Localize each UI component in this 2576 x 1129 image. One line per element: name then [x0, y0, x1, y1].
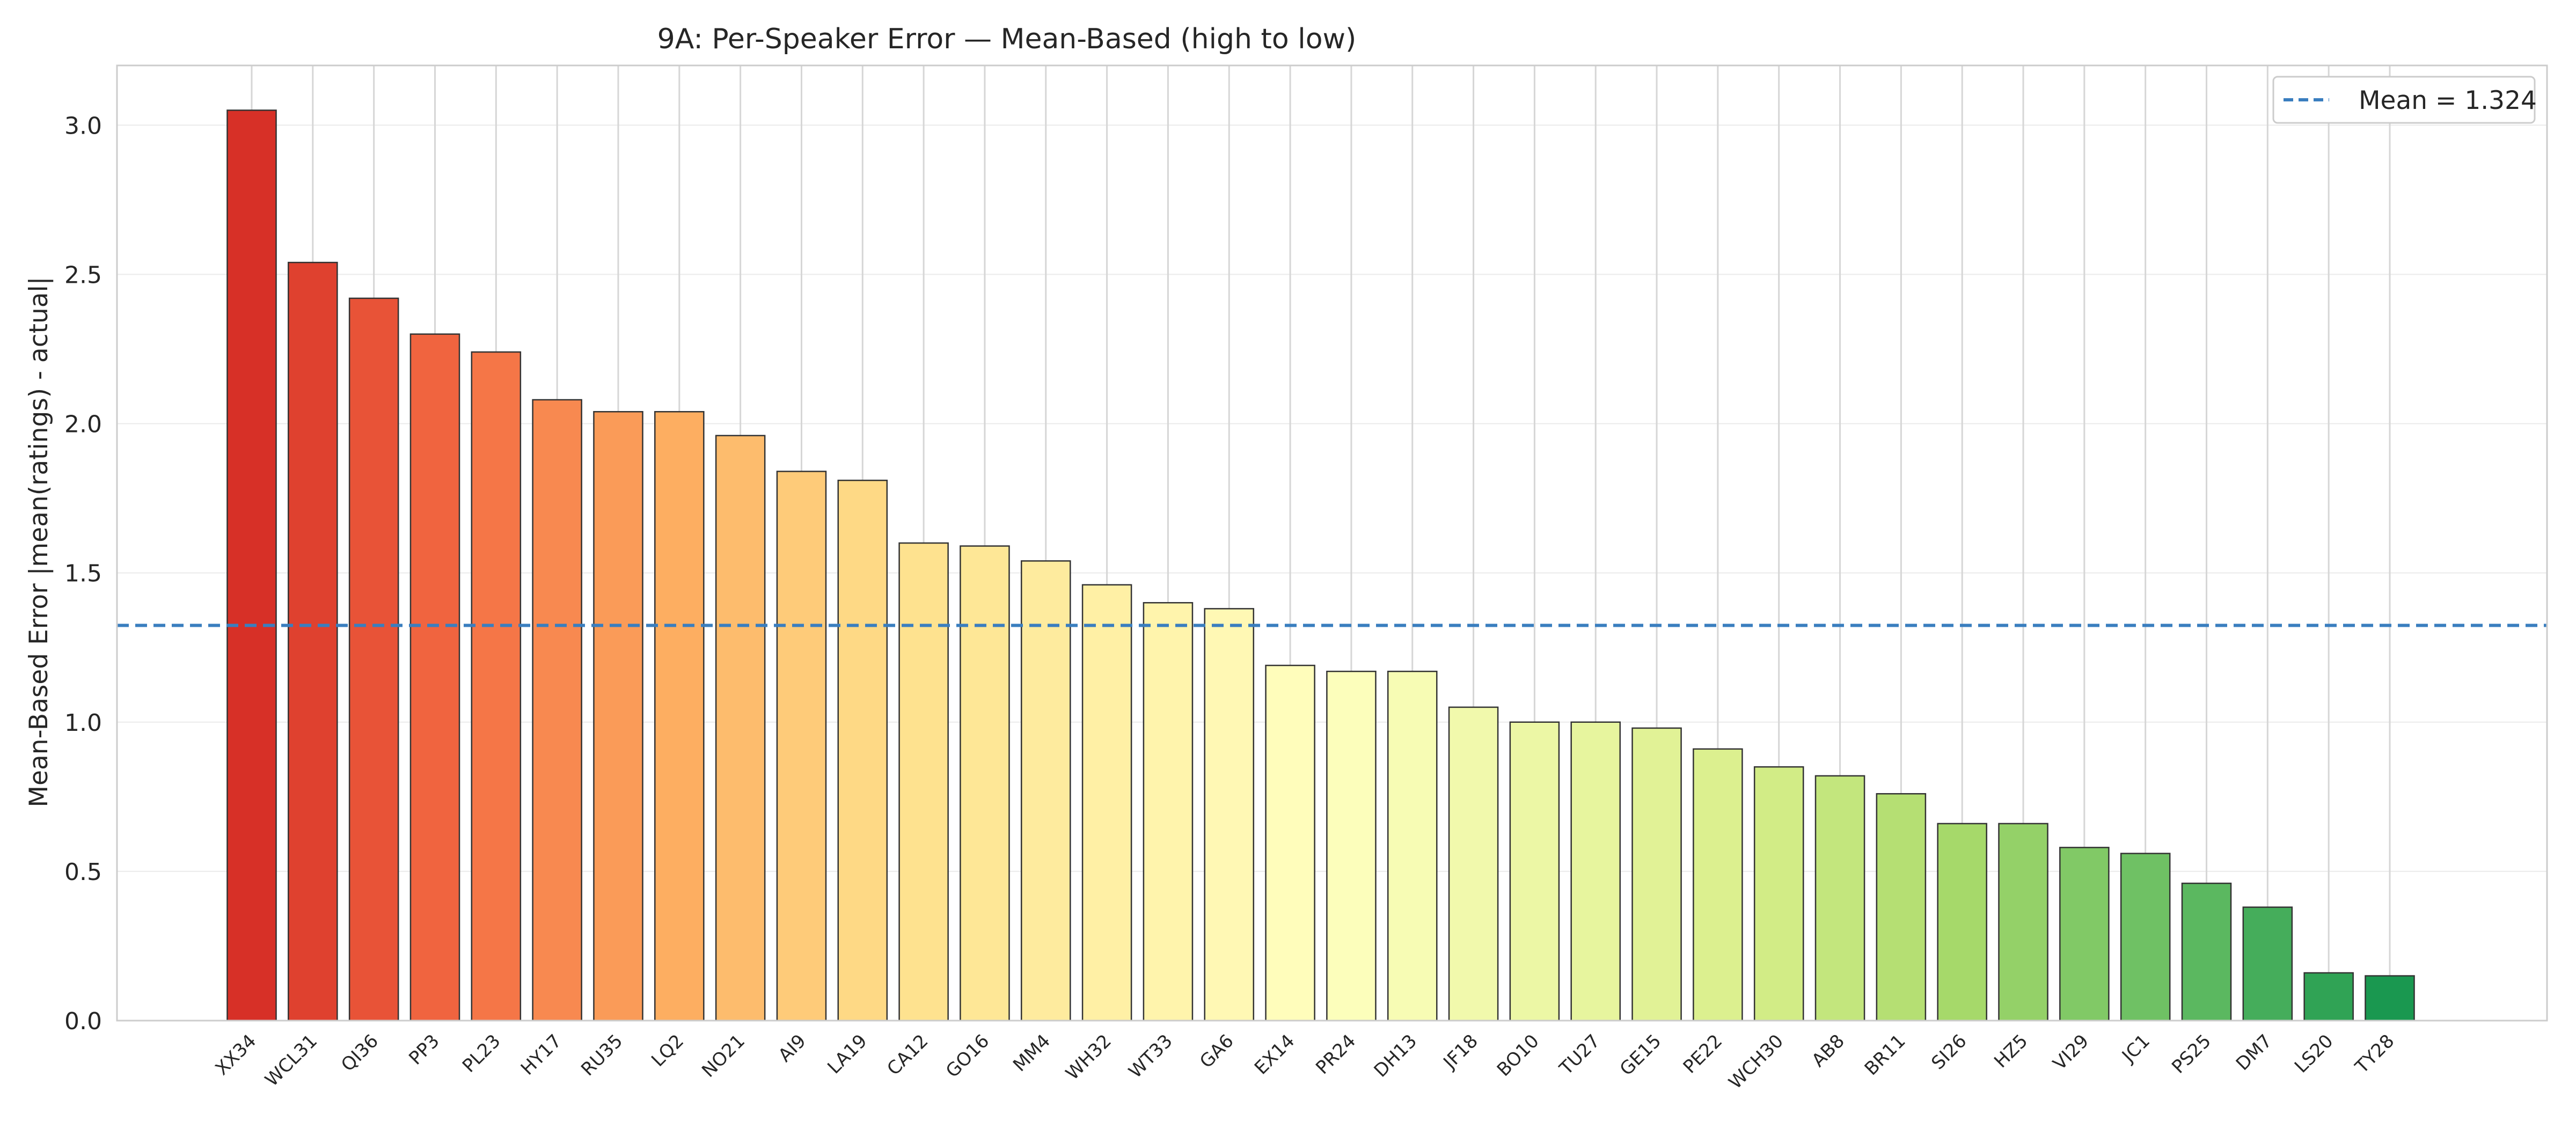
- bar: [2059, 847, 2110, 1022]
- bar: [1937, 823, 1987, 1022]
- y-tick-label: 1.5: [64, 560, 102, 588]
- chart-title: 9A: Per-Speaker Error — Mean-Based (high…: [657, 23, 1357, 55]
- bar: [1998, 823, 2048, 1022]
- bar: [1753, 766, 1804, 1022]
- legend-mean-label: Mean = 1.324: [2359, 86, 2537, 115]
- bar: [1387, 670, 1438, 1022]
- y-axis-ticks: 0.0 0.5 1.0 1.5 2.0 2.5 3.0: [64, 112, 102, 1035]
- bar: [1693, 748, 1743, 1022]
- bar: [1143, 602, 1194, 1022]
- legend-box: [2272, 76, 2536, 124]
- bar: [1509, 721, 1560, 1022]
- bar: [715, 435, 766, 1022]
- bars: [226, 109, 2415, 1022]
- y-tick-label: 0.0: [64, 1008, 102, 1035]
- bar: [1204, 608, 1255, 1022]
- bar: [654, 411, 705, 1022]
- y-axis-label: Mean-Based Error |mean(ratings) - actual…: [24, 277, 54, 808]
- bar: [776, 471, 827, 1022]
- bar: [1570, 721, 1621, 1022]
- y-tick-label: 1.0: [64, 709, 102, 737]
- bar: [2365, 975, 2415, 1022]
- bar: [960, 545, 1010, 1022]
- bar: [2181, 882, 2232, 1022]
- bar: [898, 542, 949, 1022]
- bar: [1448, 706, 1499, 1022]
- bar: [532, 399, 582, 1022]
- bar: [409, 333, 460, 1022]
- y-tick-label: 2.0: [64, 411, 102, 438]
- bar: [1265, 664, 1315, 1022]
- bar: [1326, 670, 1377, 1022]
- bar: [2120, 853, 2171, 1022]
- legend: Mean = 1.324: [2272, 76, 2537, 124]
- bar: [837, 479, 888, 1022]
- bar: [2303, 972, 2354, 1022]
- plot-frame: [116, 64, 2548, 1022]
- y-tick-label: 0.5: [64, 859, 102, 886]
- bar: [1814, 775, 1865, 1022]
- bar: [1081, 584, 1132, 1022]
- bar: [226, 109, 277, 1022]
- y-tick-label: 2.5: [64, 261, 102, 289]
- bar: [288, 261, 338, 1022]
- bar: [1020, 560, 1071, 1022]
- bar: [471, 351, 522, 1022]
- bar: [593, 411, 643, 1022]
- bar: [1631, 727, 1682, 1022]
- bar: [1876, 793, 1927, 1022]
- bar: [2242, 906, 2293, 1022]
- bar: [348, 297, 399, 1022]
- y-tick-label: 3.0: [64, 112, 102, 140]
